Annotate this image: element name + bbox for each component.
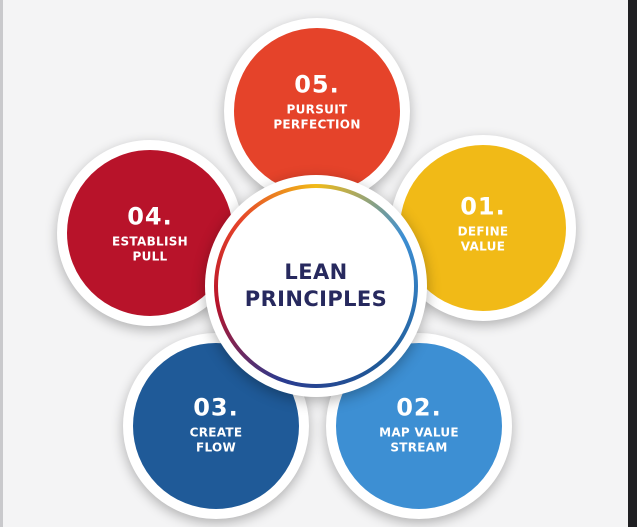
petal-label-line: PURSUIT	[286, 102, 348, 117]
petal-label-line: PULL	[132, 249, 168, 264]
petal-label-line: STREAM	[390, 440, 448, 455]
petal-label-line: ESTABLISH	[111, 234, 189, 249]
petal-label-line: PERFECTION	[273, 117, 361, 132]
window-edge-right	[628, 0, 637, 527]
center-title-line: PRINCIPLES	[244, 287, 388, 311]
petal-label: PURSUIT PERFECTION	[234, 103, 400, 133]
petal-label-line: CREATE	[189, 425, 243, 440]
center-core: LEAN PRINCIPLES	[218, 188, 414, 384]
petal-label: DEFINE VALUE	[400, 225, 566, 255]
petal-label-line: VALUE	[460, 239, 506, 254]
petal-number: 02.	[396, 393, 442, 422]
center-circle: LEAN PRINCIPLES	[205, 175, 427, 397]
petal-label: CREATE FLOW	[133, 426, 299, 456]
center-title: LEAN PRINCIPLES	[218, 259, 414, 313]
center-title-line: LEAN	[284, 260, 348, 284]
petal-label: MAP VALUE STREAM	[336, 426, 502, 456]
petal-number: 03.	[193, 393, 239, 422]
petal-number: 04.	[127, 202, 173, 231]
petal-label-line: MAP VALUE	[379, 425, 459, 440]
petal-number: 01.	[460, 192, 506, 221]
petal-number: 05.	[294, 70, 340, 99]
petal-label-line: FLOW	[195, 440, 237, 455]
petal-label-line: DEFINE	[457, 224, 509, 239]
petal-label: ESTABLISH PULL	[67, 235, 233, 265]
window-edge-left	[0, 0, 3, 527]
